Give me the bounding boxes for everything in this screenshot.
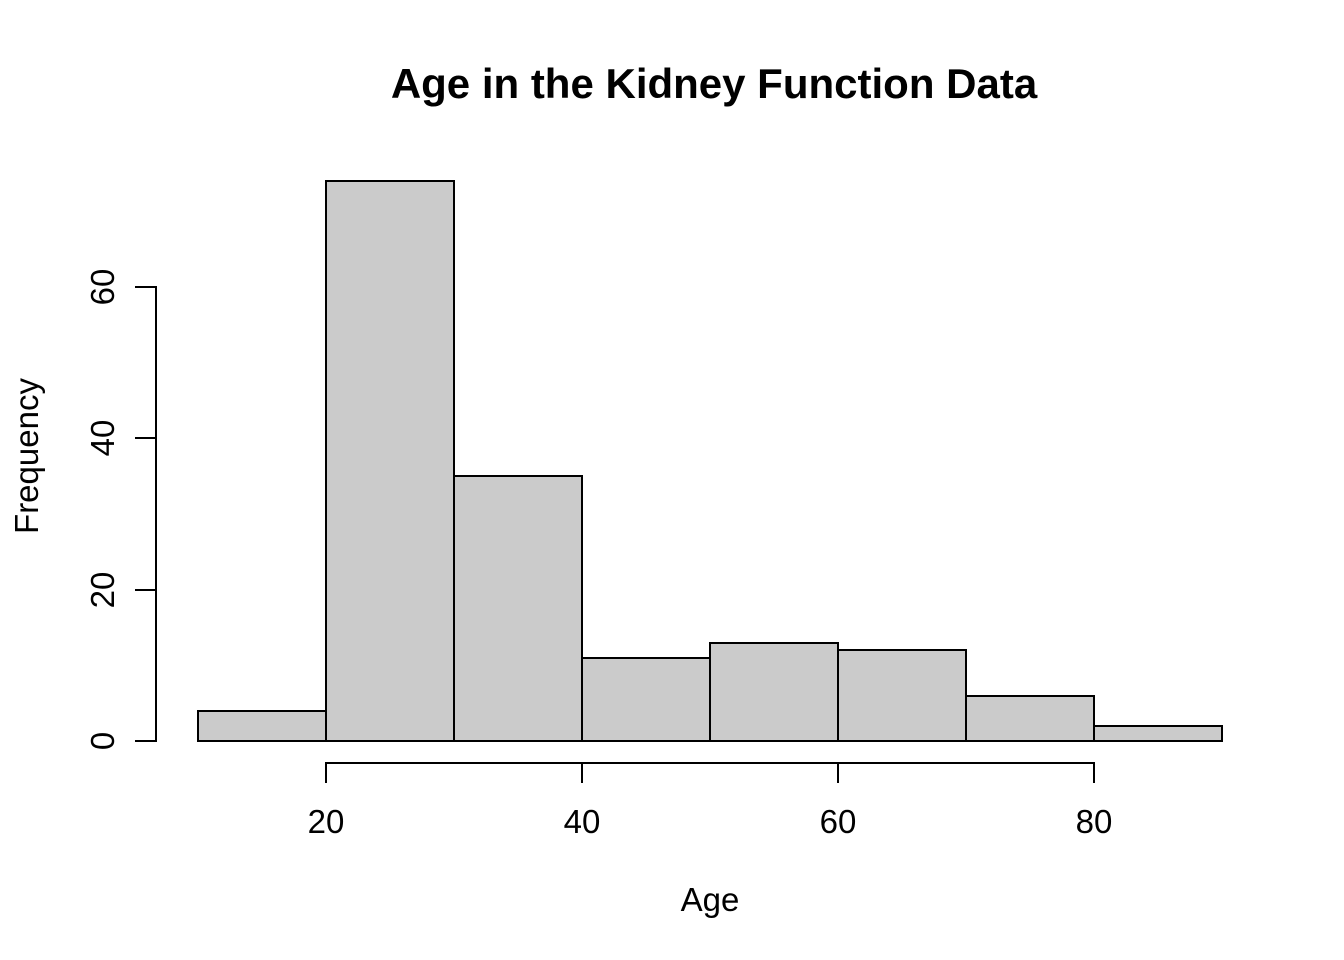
histogram-bar bbox=[453, 474, 583, 742]
y-tick-label: 40 bbox=[84, 419, 121, 457]
y-tick-label: 0 bbox=[84, 731, 121, 751]
histogram-bar bbox=[197, 709, 327, 742]
y-tick-label: 20 bbox=[84, 571, 121, 608]
y-axis-tick bbox=[135, 285, 155, 288]
histogram-bar bbox=[709, 641, 839, 742]
histogram-bar bbox=[581, 656, 711, 742]
x-axis-tick bbox=[325, 763, 327, 783]
y-axis-label: Frequency bbox=[8, 378, 45, 534]
x-axis-tick bbox=[837, 763, 839, 783]
x-tick-label: 40 bbox=[563, 803, 601, 840]
y-axis-tick bbox=[135, 740, 155, 742]
x-tick-label: 80 bbox=[1075, 803, 1113, 840]
histogram-bar bbox=[837, 649, 967, 743]
chart-title: Age in the Kidney Function Data bbox=[390, 60, 1038, 107]
x-tick-label: 60 bbox=[819, 803, 857, 840]
y-axis-tick bbox=[135, 437, 155, 440]
x-axis-line bbox=[325, 762, 1095, 764]
histogram-bar bbox=[965, 694, 1095, 742]
y-axis-tick bbox=[135, 588, 155, 591]
x-axis-tick bbox=[581, 763, 583, 783]
y-axis-line bbox=[155, 285, 157, 742]
y-tick-label: 60 bbox=[84, 268, 121, 305]
x-axis-tick bbox=[1093, 763, 1095, 783]
x-axis-label: Age bbox=[680, 881, 740, 918]
histogram-bar bbox=[325, 179, 455, 742]
histogram-bar bbox=[1093, 724, 1223, 742]
x-tick-label: 20 bbox=[307, 803, 345, 840]
